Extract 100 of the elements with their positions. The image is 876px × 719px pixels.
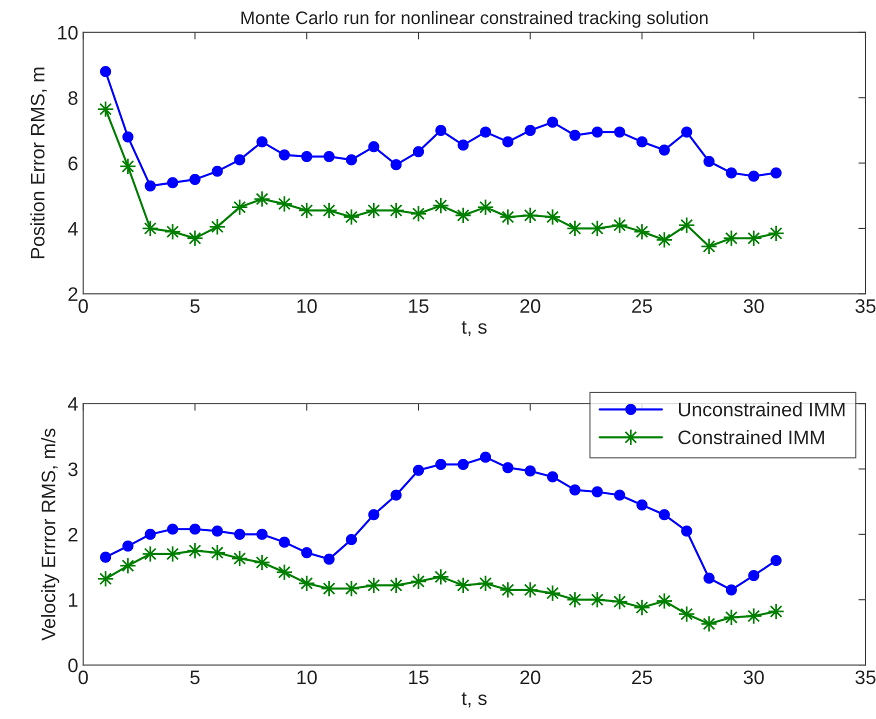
point <box>100 66 112 78</box>
point <box>770 167 782 178</box>
point <box>703 572 715 584</box>
point <box>435 458 446 470</box>
point <box>324 554 335 565</box>
point <box>748 170 760 182</box>
x-tick-label: 35 <box>855 299 876 313</box>
point <box>278 536 290 548</box>
point <box>435 124 446 136</box>
point <box>368 509 380 520</box>
point <box>681 526 692 537</box>
point <box>726 584 737 596</box>
y-tick-label: 4 <box>68 222 78 236</box>
point <box>254 554 270 571</box>
point <box>346 534 357 546</box>
point <box>768 603 785 620</box>
y-tick-label: 6 <box>68 156 78 170</box>
point <box>502 136 514 148</box>
point <box>614 490 626 501</box>
point <box>480 126 492 138</box>
x-tick-label: 5 <box>190 670 200 684</box>
point <box>726 167 737 178</box>
y-tick-label: 1 <box>69 593 78 607</box>
point <box>189 524 201 535</box>
point <box>658 144 670 156</box>
y-tick-label: 0 <box>68 658 78 672</box>
point <box>256 528 268 540</box>
point <box>342 208 360 226</box>
point <box>412 464 424 476</box>
x-tick-label: 25 <box>632 299 652 313</box>
point <box>122 540 134 552</box>
point <box>614 126 626 138</box>
x-tick-label: 0 <box>78 670 88 684</box>
point <box>748 570 760 582</box>
point <box>477 574 494 592</box>
point <box>301 150 312 162</box>
point <box>524 124 536 136</box>
point <box>592 126 603 138</box>
x-tick-label: 30 <box>744 670 764 684</box>
point <box>636 499 648 510</box>
chart-title: Monte Carlo run for nonlinear constrained tracking solution <box>242 10 708 28</box>
point <box>703 156 715 168</box>
point <box>167 177 178 188</box>
point <box>189 174 201 185</box>
point <box>324 150 335 162</box>
point <box>569 484 580 496</box>
point <box>524 465 536 476</box>
x-tick-label: 25 <box>632 670 652 684</box>
x-tick-label: 15 <box>409 299 428 313</box>
point <box>212 526 223 537</box>
point <box>346 154 357 166</box>
point <box>700 615 718 632</box>
x-tick-label: 10 <box>297 299 317 313</box>
point <box>502 462 514 474</box>
point <box>410 572 427 590</box>
point <box>167 524 178 535</box>
legend-label: Unconstrained IMM <box>678 402 844 416</box>
point <box>390 159 402 170</box>
point <box>547 471 558 482</box>
y-tick-label: 4 <box>68 397 78 411</box>
point <box>681 126 692 138</box>
x-tick-label: 30 <box>744 299 764 313</box>
point <box>368 141 380 152</box>
x-tick-label: 20 <box>520 299 540 313</box>
point <box>390 490 402 501</box>
x-tick-label: 15 <box>409 670 428 684</box>
point <box>144 180 156 192</box>
point <box>122 131 134 142</box>
x-tick-label: 20 <box>520 670 540 684</box>
y-tick-label: 8 <box>68 91 78 105</box>
point <box>234 154 246 166</box>
point <box>480 452 492 463</box>
point <box>234 528 246 540</box>
point <box>254 190 270 208</box>
y-tick-label: 2 <box>68 528 78 542</box>
point <box>636 136 648 148</box>
point <box>256 136 268 148</box>
point <box>544 208 562 226</box>
point <box>301 547 312 558</box>
point <box>212 166 223 177</box>
y-tick-label: 10 <box>58 26 78 40</box>
y-tick-label: 3 <box>68 462 78 476</box>
y-axis-title: Position Error RMS, m <box>30 68 47 258</box>
x-tick-label: 35 <box>855 670 876 684</box>
point <box>499 208 516 226</box>
x-axis-title: t, s <box>462 692 487 708</box>
y-axis-title: Velocity Errror RMS, m/s <box>41 428 60 641</box>
point <box>547 116 558 128</box>
x-tick-label: 0 <box>78 299 88 313</box>
x-axis-title: t, s <box>462 321 487 336</box>
point <box>412 146 424 158</box>
point <box>592 486 603 498</box>
point <box>770 554 782 566</box>
point <box>569 130 580 141</box>
point <box>458 140 469 151</box>
x-tick-label: 10 <box>297 670 317 684</box>
legend-label: Constrained IMM <box>678 430 824 444</box>
point <box>700 238 718 255</box>
point <box>658 509 670 520</box>
x-tick-label: 5 <box>190 299 200 313</box>
